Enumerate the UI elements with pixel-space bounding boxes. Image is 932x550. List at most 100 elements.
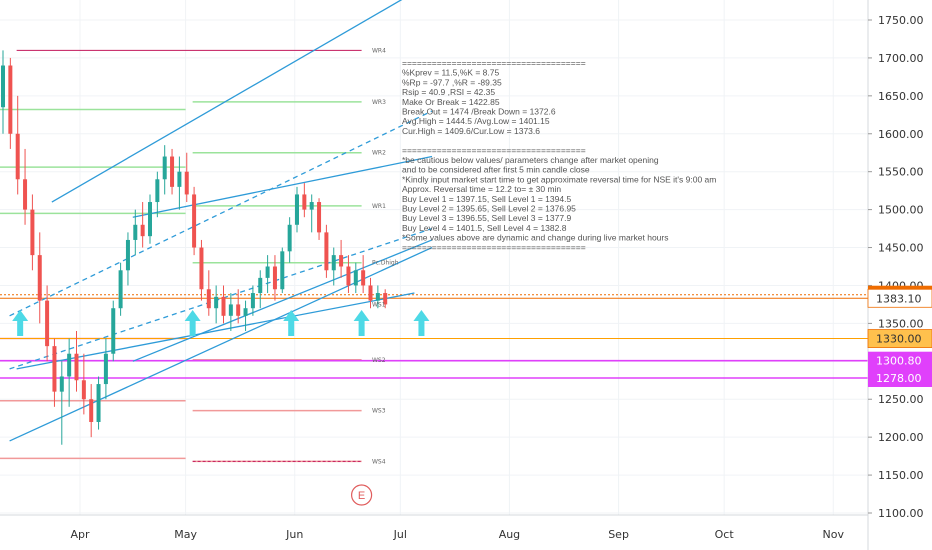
note-line: *Some values above are dynamic and chang…: [402, 233, 668, 243]
candle-body: [339, 255, 344, 267]
time-tick-label: Sep: [608, 528, 629, 541]
candle-body: [236, 304, 241, 316]
candle-body: [317, 202, 322, 233]
note-line: Cur.High = 1409.6/Cur.Low = 1373.6: [402, 126, 540, 136]
horizontal-price-lines: [0, 49, 868, 379]
price-axis-bg: [868, 0, 932, 550]
candle-body: [280, 251, 285, 290]
trend-line: [132, 239, 433, 362]
level-label: WS4: [372, 458, 386, 465]
event-badges[interactable]: DE: [0, 484, 373, 506]
grid: [0, 0, 868, 515]
price-tick-label: 1100.00: [878, 507, 924, 520]
buy-signal-arrows: [12, 310, 430, 336]
price-tag-label: 1383.10: [876, 292, 922, 305]
up-arrow-icon: [184, 310, 201, 336]
pivot-level-lines: [0, 101, 362, 463]
candle-body: [309, 202, 314, 210]
price-tick-label: 1200.00: [878, 431, 924, 444]
candle-body: [170, 156, 175, 187]
candle-body: [228, 304, 233, 316]
candle-body: [192, 194, 197, 248]
note-line: Approx. Reversal time = 12.2 to= ± 30 mi…: [402, 184, 561, 194]
up-arrow-icon: [283, 310, 300, 336]
candle-body: [221, 296, 226, 316]
candlestick-series: [1, 50, 388, 445]
trend-line: [132, 155, 433, 218]
candle-body: [243, 308, 248, 316]
note-line: Buy Level 2 = 1395.65, Sell Level 2 = 13…: [402, 204, 576, 214]
time-tick-label: Nov: [823, 528, 845, 541]
price-axis[interactable]: 1750.00 1700.00 1650.00 1600.00 1550.00 1500.…: [867, 0, 932, 550]
note-line: Buy Level 4 = 1401.5, Sell Level 4 = 138…: [402, 223, 567, 233]
note-line: %Rp = -97.7 ,%R = -89.35: [402, 77, 502, 87]
candle-body: [8, 65, 13, 134]
candle-body: [265, 266, 270, 278]
note-line: =====================================: [402, 242, 586, 252]
candle-body: [15, 133, 20, 180]
candle-body: [140, 224, 145, 237]
trend-line: [9, 246, 433, 442]
level-label: WS1: [372, 301, 386, 308]
trend-line: [9, 227, 433, 370]
trend-line: [9, 110, 433, 317]
level-labels: WR4 WR3 WR2 WR1 Pc.Dhigh WS1 WS2 WS3 WS4: [372, 47, 399, 465]
note-line: Avg.High = 1444.5 /Avg.Low = 1401.15: [402, 116, 550, 126]
note-line: Break Out = 1474 /Break Down = 1372.6: [402, 107, 556, 117]
price-tick-label: 1650.00: [878, 90, 924, 103]
price-tick-label: 1150.00: [878, 469, 924, 482]
note-line: Buy Level 1 = 1397.15, Sell Level 1 = 13…: [402, 194, 571, 204]
time-tick-label: May: [174, 528, 197, 541]
candle-body: [59, 376, 64, 392]
note-line: %Kprev = 11.5,%K = 8.75: [402, 68, 499, 78]
level-label: Pc.Dhigh: [372, 260, 399, 267]
candle-body: [184, 171, 189, 195]
candle-body: [214, 296, 219, 309]
candle-body: [74, 353, 79, 381]
note-line: Rsip = 40.9 ,RSI = 42.35: [402, 87, 495, 97]
level-label: WS3: [372, 408, 386, 415]
candle-body: [331, 255, 336, 271]
candle-body: [258, 277, 263, 294]
candle-body: [81, 380, 86, 400]
candle-body: [353, 270, 358, 286]
time-axis[interactable]: Apr May Jun Jul Aug Sep Oct Nov: [0, 514, 868, 541]
event-badge-letter[interactable]: E: [358, 490, 365, 502]
candle-body: [383, 293, 388, 305]
price-tag: [867, 329, 932, 348]
candle-body: [125, 239, 130, 271]
candle-body: [287, 224, 292, 252]
time-tick-label: Oct: [715, 528, 735, 541]
candle-body: [199, 247, 204, 290]
price-tick-label: 1450.00: [878, 242, 924, 255]
level-label: WR4: [372, 47, 386, 54]
price-tag-label: 1330.00: [876, 333, 922, 346]
level-label: WR2: [372, 150, 386, 157]
price-tick-label: 1700.00: [878, 52, 924, 65]
price-tick-label: 1600.00: [878, 128, 924, 141]
indicator-notes: ===================================== %Kp…: [402, 58, 716, 252]
candle-body: [23, 179, 28, 210]
event-badge-circle[interactable]: [351, 484, 373, 506]
candle-body: [177, 171, 182, 187]
candle-body: [96, 384, 101, 422]
candle-body: [324, 232, 329, 271]
up-arrow-icon: [12, 310, 29, 336]
candle-body: [302, 194, 307, 210]
price-tag: [867, 288, 932, 308]
price-tick-label: 1500.00: [878, 204, 924, 217]
candle-body: [103, 353, 108, 385]
level-label: WR3: [372, 99, 386, 106]
note-line: and to be considered after first 5 min c…: [402, 165, 590, 175]
candle-body: [111, 308, 116, 354]
time-tick-label: Apr: [70, 528, 90, 541]
candle-body: [37, 255, 42, 301]
price-tick-label: 1250.00: [878, 393, 924, 406]
candle-body: [206, 289, 211, 309]
price-tick-label: 1750.00: [878, 14, 924, 27]
price-tag: [868, 368, 932, 387]
note-line: Buy Level 3 = 1396.55, Sell Level 3 = 13…: [402, 213, 571, 223]
note-line: *be cautious below values/ parameters ch…: [402, 155, 659, 165]
